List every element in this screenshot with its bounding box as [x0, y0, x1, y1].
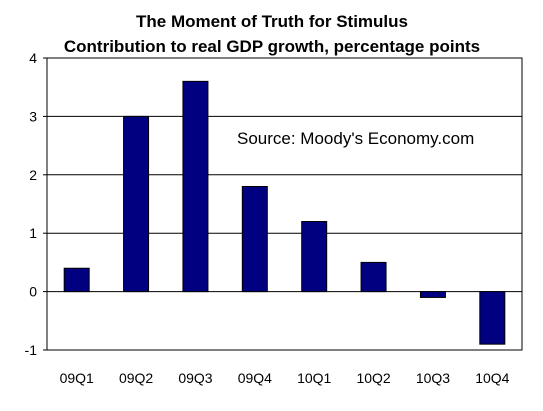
chart-subtitle: Contribution to real GDP growth, percent… [64, 37, 480, 56]
source-annotation: Source: Moody's Economy.com [237, 129, 474, 148]
bar-09Q4 [241, 185, 268, 293]
x-tick-label: 09Q4 [238, 370, 272, 386]
y-tick-label: 3 [29, 108, 37, 124]
y-tick-label: -1 [25, 342, 38, 358]
y-axis-ticks: -1 0 1 2 3 4 [25, 50, 47, 358]
x-tick-label: 10Q1 [297, 370, 331, 386]
bar-10Q2 [360, 261, 387, 293]
x-tick-label: 09Q3 [178, 370, 212, 386]
y-tick-label: 1 [29, 225, 37, 241]
x-tick-label: 10Q4 [475, 370, 509, 386]
gridlines [47, 57, 522, 351]
bar-09Q3 [182, 80, 209, 293]
x-tick-label: 09Q1 [60, 370, 94, 386]
y-tick-label: 4 [29, 50, 37, 66]
plot-area-border [46, 57, 523, 351]
bar-09Q1 [63, 267, 90, 293]
bar-10Q3 [419, 291, 446, 298]
chart-title: The Moment of Truth for Stimulus [136, 12, 408, 31]
x-tick-label: 09Q2 [119, 370, 153, 386]
y-tick-label: 2 [29, 167, 37, 183]
x-tick-label: 10Q3 [416, 370, 450, 386]
bars [63, 80, 506, 345]
x-tick-label: 10Q2 [356, 370, 390, 386]
bar-10Q4 [479, 291, 506, 345]
bar-10Q1 [301, 221, 328, 293]
bar-09Q2 [123, 115, 150, 293]
y-tick-label: 0 [29, 284, 37, 300]
x-axis-ticks: 09Q1 09Q2 09Q3 09Q4 10Q1 10Q2 10Q3 10Q4 [60, 370, 510, 386]
